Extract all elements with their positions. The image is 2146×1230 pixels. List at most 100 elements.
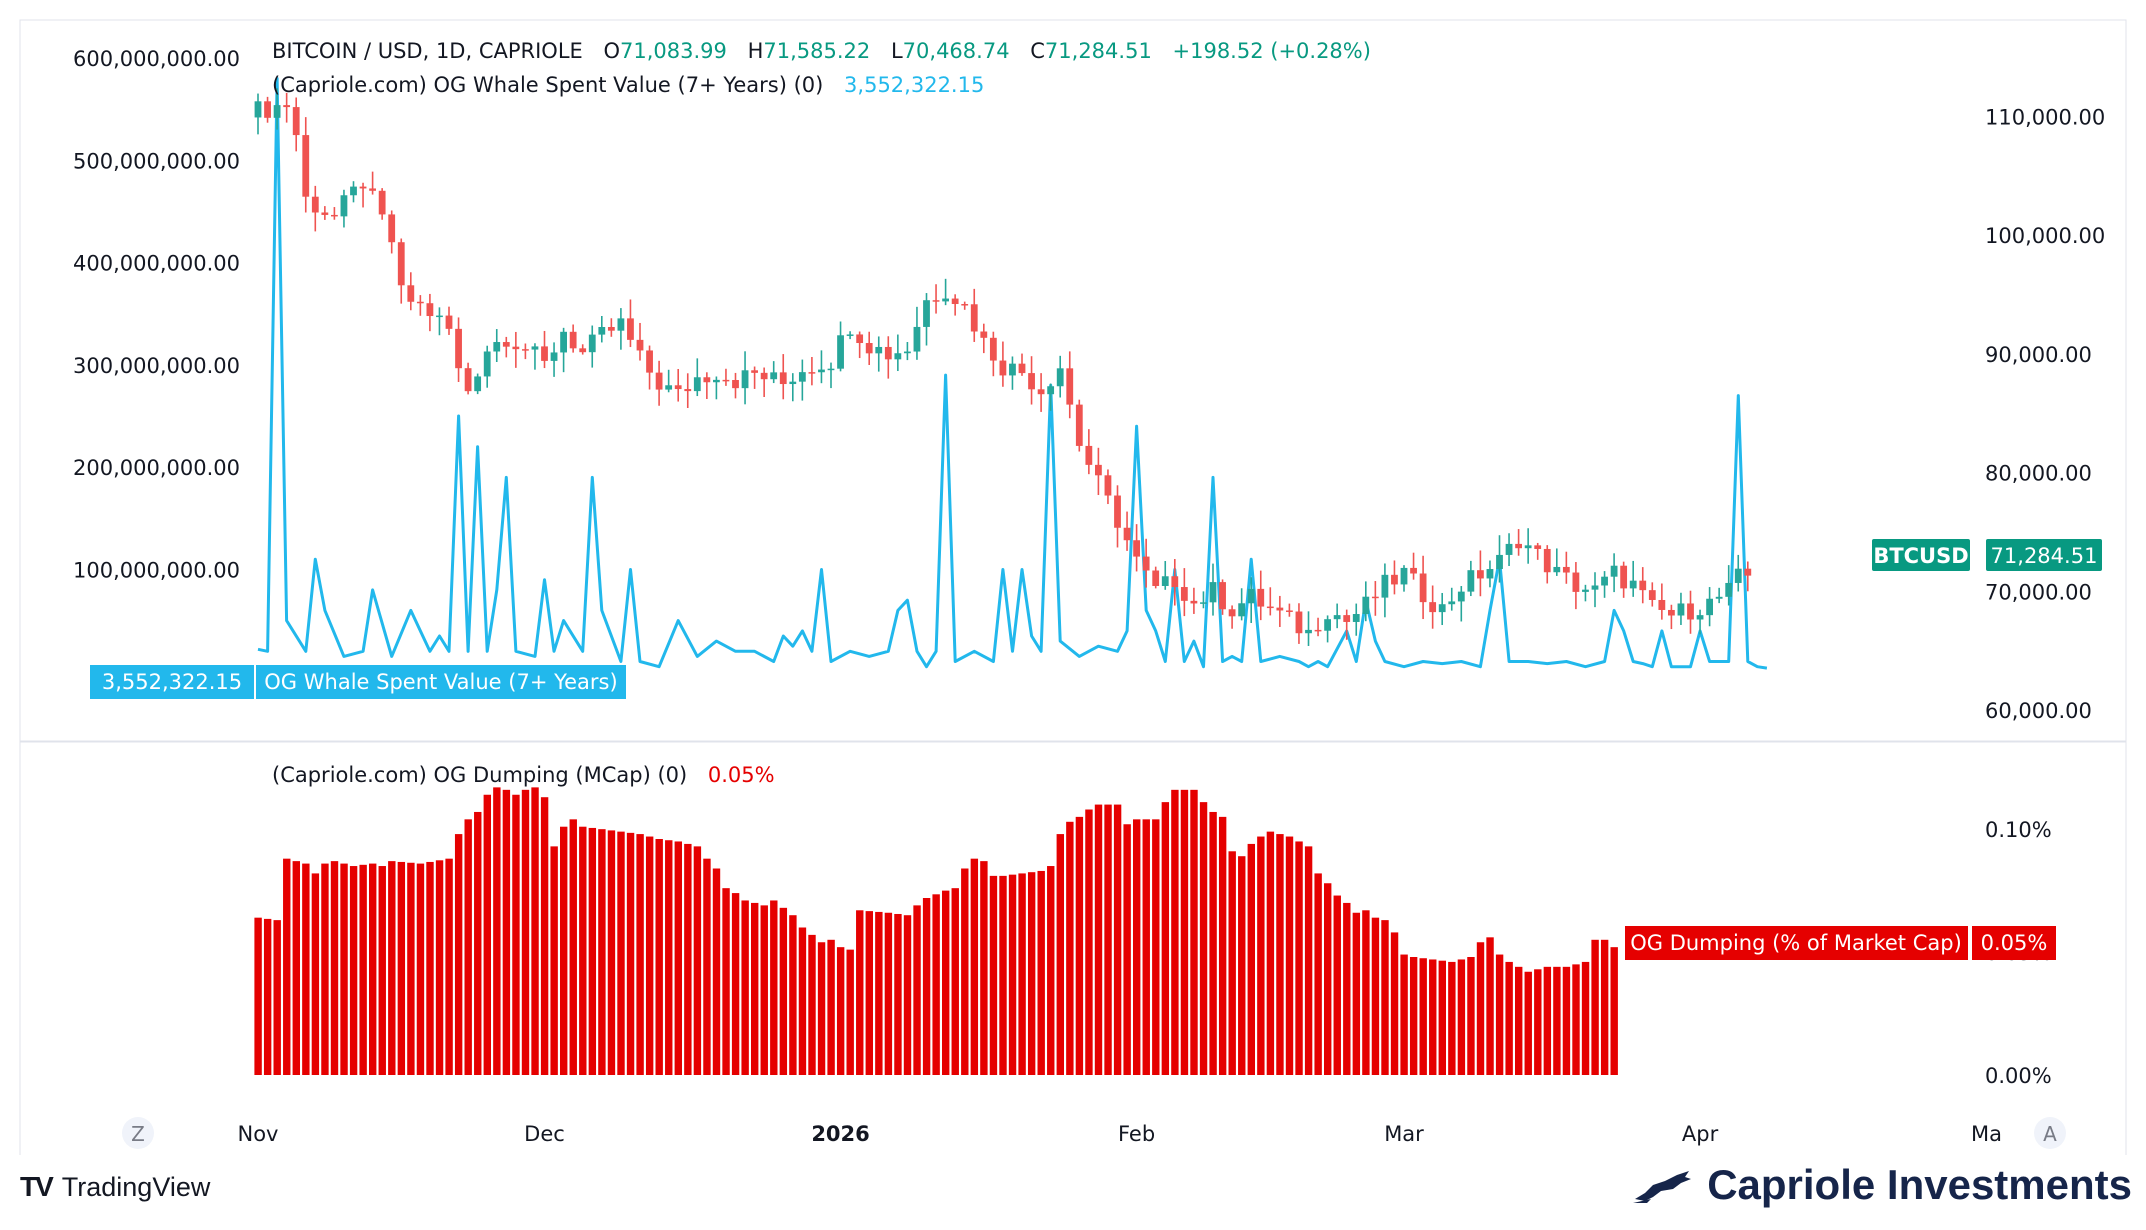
dumping-bar	[1476, 942, 1485, 1075]
dumping-bar	[1190, 789, 1198, 1075]
legend-dumping[interactable]: (Capriole.com) OG Dumping (MCap) (0) 0.0…	[272, 763, 775, 787]
whale-axis-tick: 100,000,000.00	[73, 558, 240, 582]
dumping-bar	[751, 902, 759, 1075]
dumping-bar	[1505, 961, 1513, 1075]
candle-body	[732, 380, 739, 389]
dumping-bar	[1448, 961, 1456, 1075]
candle-body	[1725, 582, 1733, 597]
btcusd-tag-label: BTCUSD	[1873, 544, 1968, 568]
candle-body	[569, 331, 577, 349]
candle-body	[1524, 545, 1532, 549]
candle-body	[837, 335, 844, 369]
candle-body	[350, 186, 357, 196]
dumping-bar	[894, 913, 902, 1075]
dumping-bar	[254, 917, 262, 1075]
candle-body	[416, 301, 424, 304]
candle-body	[636, 339, 644, 351]
dumping-bar	[665, 840, 673, 1075]
candle-body	[770, 372, 778, 380]
tradingview-mark-icon: TV	[20, 1171, 54, 1202]
candle-body	[1257, 588, 1265, 607]
dumping-bar	[770, 900, 778, 1075]
candle-body	[808, 372, 816, 374]
dumping-bar	[636, 834, 644, 1075]
dumping-bar	[856, 910, 864, 1075]
whale-axis-tick: 400,000,000.00	[73, 252, 240, 276]
dumping-indicator-name: (Capriole.com) OG Dumping (MCap) (0)	[272, 763, 687, 787]
tradingview-chart[interactable]: 100,000,000.00 200,000,000.00 300,000,000.…	[0, 0, 2146, 1155]
candle-body	[722, 379, 730, 382]
dumping-bar	[760, 905, 768, 1075]
candle-body	[1371, 596, 1379, 599]
legend-whale[interactable]: (Capriole.com) OG Whale Spent Value (7+ …	[272, 73, 984, 97]
candle-body	[1534, 545, 1542, 549]
candle-body	[779, 372, 787, 385]
candle-body	[665, 385, 673, 390]
candle-body	[1133, 540, 1140, 557]
whale-axis-tick: 300,000,000.00	[73, 354, 240, 378]
candle-body	[1419, 573, 1427, 603]
candle-body	[1028, 373, 1035, 390]
candle-body	[369, 188, 376, 191]
dumping-bar	[942, 890, 950, 1075]
dumping-bar	[1314, 873, 1322, 1075]
dumping-bar	[1199, 802, 1208, 1075]
dumping-bar	[970, 858, 979, 1075]
candle-body	[1324, 619, 1331, 631]
close-label: C	[1030, 39, 1045, 63]
dumping-bar	[302, 863, 310, 1075]
dumping-bar	[1047, 866, 1055, 1075]
candle-body	[627, 318, 634, 340]
candle-body	[1123, 527, 1131, 541]
candle-body	[1734, 568, 1742, 583]
dumping-bar	[397, 861, 406, 1075]
candle-body	[846, 334, 854, 336]
tradingview-logo[interactable]: TV TradingView	[20, 1171, 210, 1203]
dumping-bar	[1343, 902, 1351, 1075]
dumping-bar	[741, 900, 749, 1075]
dumping-bar	[1400, 954, 1408, 1075]
candle-body	[1305, 629, 1312, 634]
candle-body	[1477, 570, 1484, 579]
candle-body	[961, 304, 969, 306]
dumping-bar	[922, 898, 931, 1075]
candle-body	[1515, 543, 1522, 549]
candle-body	[474, 376, 482, 392]
dumping-bar	[1066, 821, 1074, 1075]
dumping-bar	[999, 875, 1007, 1075]
candle-body	[541, 346, 548, 361]
dumping-bar	[1610, 947, 1618, 1075]
symbol-label: BITCOIN / USD, 1D, CAPRIOLE	[272, 39, 583, 63]
dumping-bar	[1285, 836, 1294, 1075]
candle-body	[942, 298, 949, 302]
candle-body	[1037, 389, 1045, 395]
dumping-bar	[1581, 961, 1590, 1075]
candle-body	[1314, 629, 1322, 632]
candle-body	[798, 372, 806, 382]
candle-body	[1286, 610, 1293, 612]
candle-body	[646, 350, 653, 373]
candle-body	[1658, 599, 1666, 610]
candle-body	[550, 352, 558, 361]
candle-body	[607, 326, 615, 331]
candle-body	[1075, 404, 1083, 446]
candle-body	[1161, 576, 1169, 586]
auto-scale-button[interactable]: A	[2034, 1117, 2066, 1149]
candle-body	[1209, 582, 1217, 603]
zoom-out-button[interactable]: Z	[122, 1117, 154, 1149]
candle-body	[760, 372, 768, 380]
price-axis-tick: 60,000.00	[1985, 699, 2092, 723]
dumping-bar	[1352, 912, 1361, 1075]
dumping-bar	[1257, 836, 1265, 1075]
candle-body	[1295, 611, 1303, 634]
btcusd-tag-price: 71,284.51	[1991, 544, 2098, 568]
dumping-bar	[1209, 811, 1217, 1075]
dumping-bar	[454, 834, 463, 1075]
dumping-bar	[1123, 824, 1131, 1075]
candle-body	[1381, 574, 1389, 598]
dumping-bar	[655, 839, 663, 1075]
dumping-bar	[531, 787, 539, 1075]
open-label: O	[603, 39, 620, 63]
candle-body	[913, 326, 921, 352]
dumping-bar	[1562, 966, 1571, 1075]
